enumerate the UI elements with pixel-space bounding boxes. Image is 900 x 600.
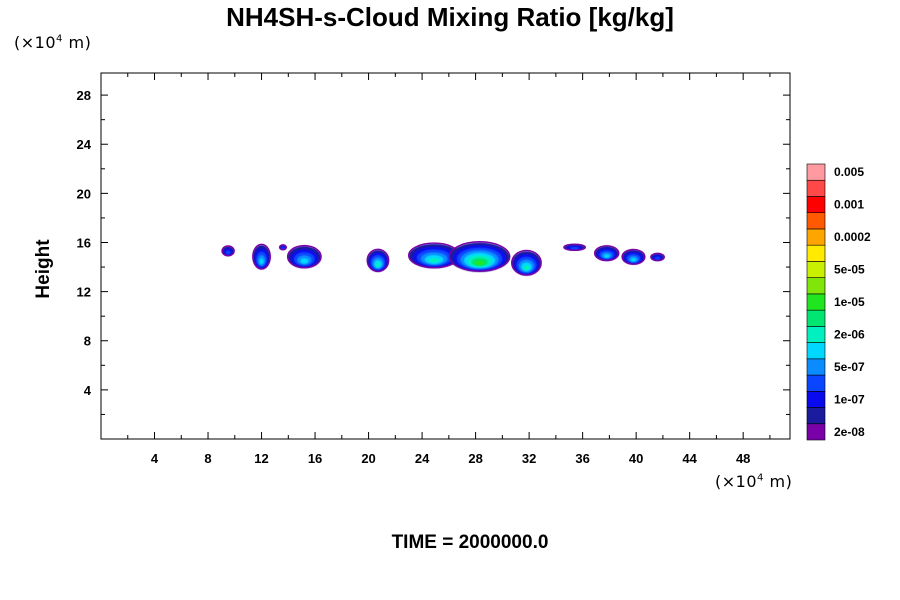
x-unit-prefix: (×10 — [715, 472, 758, 491]
chart-title: NH4SH-s-Cloud Mixing Ratio [kg/kg] — [226, 2, 674, 32]
cloud-blob — [511, 249, 542, 276]
time-label: TIME = 2000000.0 — [391, 532, 549, 553]
y-unit-suffix: m) — [62, 33, 92, 52]
colorbar-swatch — [806, 179, 826, 197]
x-tick-label: 12 — [254, 451, 268, 466]
y-tick-label: 24 — [77, 137, 92, 152]
colorbar-swatch — [806, 293, 826, 311]
cloud-contour — [474, 260, 485, 266]
colorbar-label: 0.005 — [834, 165, 864, 179]
colorbar-swatch — [806, 261, 826, 278]
cloud-outline — [286, 244, 322, 269]
cloud-contour — [523, 265, 530, 271]
colorbar-swatch — [806, 358, 826, 376]
y-tick-label: 20 — [77, 186, 91, 201]
cloud-contour — [375, 262, 381, 268]
cloud-contour — [259, 258, 264, 265]
colorbar-label: 1e-05 — [834, 295, 865, 309]
colorbar-label: 0.001 — [834, 198, 864, 212]
cloud-blob — [593, 245, 620, 262]
cloud-outline — [621, 248, 646, 265]
x-tick-label: 48 — [736, 451, 750, 466]
cloud-outline — [221, 245, 235, 257]
cloud-outline — [448, 241, 511, 272]
colorbar-swatch — [806, 244, 826, 262]
colorbar-swatch — [806, 212, 826, 230]
cloud-contour — [654, 256, 661, 260]
cloud-outline — [278, 244, 287, 251]
cloud-blob — [278, 244, 287, 251]
x-tick-label: 28 — [468, 451, 482, 466]
y-unit-prefix: (×10 — [14, 33, 57, 52]
y-tick-label: 8 — [84, 334, 91, 349]
cloud-contour — [570, 247, 579, 250]
cloud-contour — [428, 257, 440, 263]
cloud-outline — [252, 243, 271, 270]
cloud-blob — [252, 243, 271, 270]
cloud-contour — [225, 250, 231, 255]
colorbar-swatch — [806, 228, 826, 246]
cloud-outline — [593, 245, 620, 262]
x-tick-label: 4 — [151, 451, 159, 466]
cloud-blob — [221, 245, 235, 257]
colorbar-swatch — [806, 342, 826, 360]
x-tick-label: 44 — [682, 451, 697, 466]
y-tick-label: 12 — [77, 285, 91, 300]
x-unit-suffix: m) — [763, 472, 793, 491]
cloud-outline — [650, 252, 665, 262]
cloud-contour — [300, 258, 309, 264]
colorbar-swatch — [806, 163, 826, 181]
colorbar: 2e-08 1e-07 5e-07 2e-06 1e-05 5e-05 0.0002 0.00… — [806, 163, 871, 441]
cloud-outline — [366, 248, 390, 273]
x-tick-label: 16 — [308, 451, 322, 466]
colorbar-swatch — [806, 196, 826, 214]
cloud-contour — [630, 257, 637, 262]
cloud-blob — [448, 241, 511, 272]
cloud-outline — [511, 249, 542, 276]
cloud-blob — [366, 248, 390, 273]
colorbar-swatch — [806, 423, 826, 441]
y-tick-label: 16 — [77, 235, 91, 250]
x-axis-unit: (×104 m) — [715, 472, 792, 491]
colorbar-label: 2e-06 — [834, 327, 865, 341]
x-tick-label: 24 — [415, 451, 430, 466]
cloud-blob — [621, 248, 646, 265]
cloud-blob — [286, 244, 322, 269]
colorbar-label: 5e-07 — [834, 360, 865, 374]
cloud-contour — [281, 247, 285, 250]
cloud-blob — [408, 242, 461, 269]
colorbar-swatch — [806, 390, 826, 408]
y-axis-unit: (×104 m) — [14, 33, 91, 52]
cloud-layer — [221, 241, 665, 276]
x-unit-exponent: 4 — [757, 472, 764, 484]
colorbar-swatch — [806, 326, 826, 343]
x-tick-label: 8 — [204, 451, 211, 466]
colorbar-swatch — [806, 407, 826, 425]
colorbar-label: 0.0002 — [834, 230, 871, 244]
x-tick-label: 32 — [522, 451, 536, 466]
y-tick-label: 28 — [77, 88, 91, 103]
x-tick-label: 40 — [629, 451, 643, 466]
colorbar-swatch — [806, 277, 826, 295]
cloud-blob — [563, 243, 587, 252]
colorbar-swatch — [806, 374, 826, 392]
cloud-contour — [603, 254, 610, 258]
x-tick-label: 36 — [575, 451, 589, 466]
colorbar-label: 2e-08 — [834, 425, 865, 439]
y-unit-exponent: 4 — [56, 33, 63, 45]
cloud-blob — [650, 252, 665, 262]
colorbar-label: 5e-05 — [834, 263, 865, 277]
colorbar-label: 1e-07 — [834, 392, 865, 406]
y-tick-label: 4 — [84, 383, 92, 398]
cloud-outline — [563, 243, 587, 252]
colorbar-swatch — [806, 309, 826, 327]
x-tick-label: 20 — [361, 451, 375, 466]
